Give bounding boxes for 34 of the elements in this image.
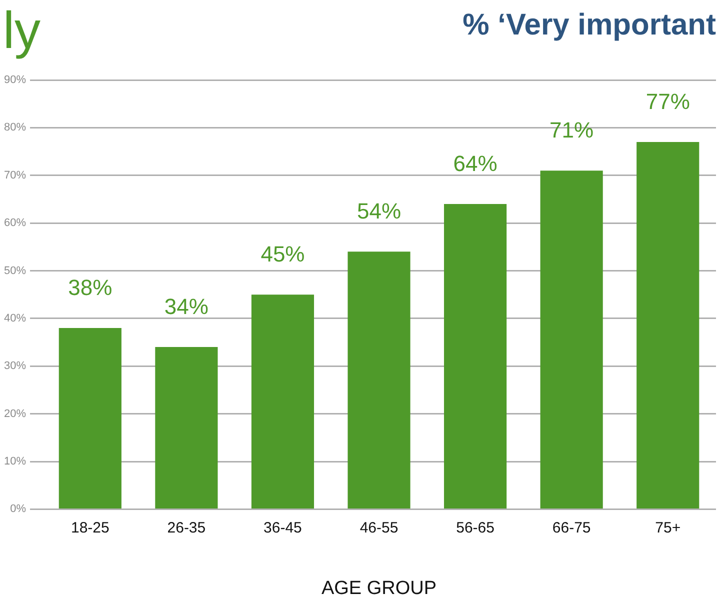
x-tick-label: 18-25: [70, 519, 110, 536]
y-tick-label: 80%: [4, 122, 26, 134]
x-tick-label: 26-35: [167, 519, 206, 536]
text: ly: [3, 2, 41, 60]
data-label: 71%: [550, 118, 594, 143]
y-tick-label: 60%: [4, 217, 26, 230]
x-axis-title: AGE GROUP: [321, 578, 437, 599]
chart-title: % ‘Very important: [462, 8, 716, 42]
bar: [155, 347, 218, 508]
data-label: 34%: [164, 294, 208, 320]
y-tick-label: 90%: [4, 74, 26, 86]
y-tick-label: 0%: [10, 503, 26, 516]
data-label: 77%: [646, 89, 690, 114]
y-tick-label: 20%: [4, 408, 26, 420]
data-label: 54%: [356, 198, 402, 224]
bar: [636, 142, 700, 508]
y-tick-label: 40%: [4, 312, 26, 324]
y-tick-label: 10%: [4, 456, 26, 468]
bar: [444, 204, 507, 508]
bar: [58, 328, 122, 508]
x-tick-label: 36-45: [264, 519, 302, 536]
x-tick-label: 66-75: [552, 519, 591, 536]
bar: [540, 170, 603, 508]
x-tick-label: 46-55: [360, 519, 398, 536]
data-label: 38%: [68, 275, 112, 300]
data-label: 45%: [260, 242, 305, 267]
y-tick-label: 30%: [4, 360, 26, 372]
data-label: 64%: [453, 151, 498, 176]
x-tick-label: 56-65: [456, 519, 494, 536]
y-tick-label: 50%: [4, 264, 26, 277]
y-tick-label: 70%: [4, 169, 26, 182]
x-tick-label: 75+: [655, 519, 681, 536]
bar: [348, 252, 410, 508]
bar: [251, 294, 314, 508]
